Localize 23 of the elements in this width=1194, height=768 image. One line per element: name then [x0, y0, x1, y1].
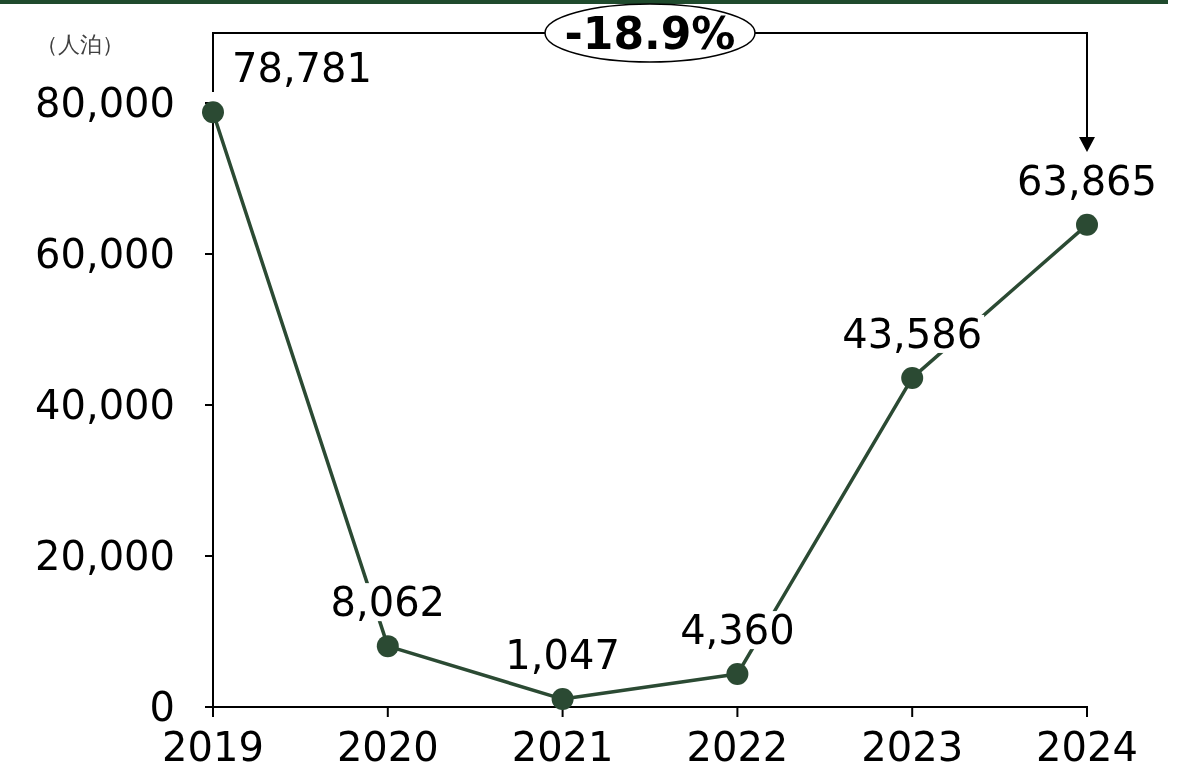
- point: [726, 663, 749, 686]
- data-label: 78,781: [232, 45, 372, 92]
- x-tick-label: 2020: [336, 724, 439, 768]
- data-label: 8,062: [330, 579, 446, 626]
- x-tick-label: 2021: [511, 724, 614, 768]
- y-tick-label: 20,000: [35, 533, 175, 579]
- x-tick-label: 2023: [861, 724, 964, 768]
- data-label: 63,865: [1017, 157, 1157, 204]
- data-label: 43,586: [842, 310, 983, 357]
- x-tick-label: 2022: [686, 724, 789, 768]
- point: [551, 688, 574, 711]
- point: [1076, 213, 1098, 236]
- point: [901, 366, 924, 389]
- y-axis-title: （人泊）: [36, 32, 124, 57]
- point: [202, 101, 224, 124]
- data-label: 4,360: [680, 607, 795, 654]
- point: [376, 635, 399, 658]
- text: -18.9%: [564, 8, 736, 59]
- y-tick-label: 60,000: [35, 231, 175, 277]
- y-tick-label: 40,000: [35, 382, 175, 428]
- data-label: 1,047: [505, 632, 620, 679]
- x-tick-label: 2024: [1036, 724, 1138, 768]
- y-tick-label: 80,000: [35, 80, 175, 126]
